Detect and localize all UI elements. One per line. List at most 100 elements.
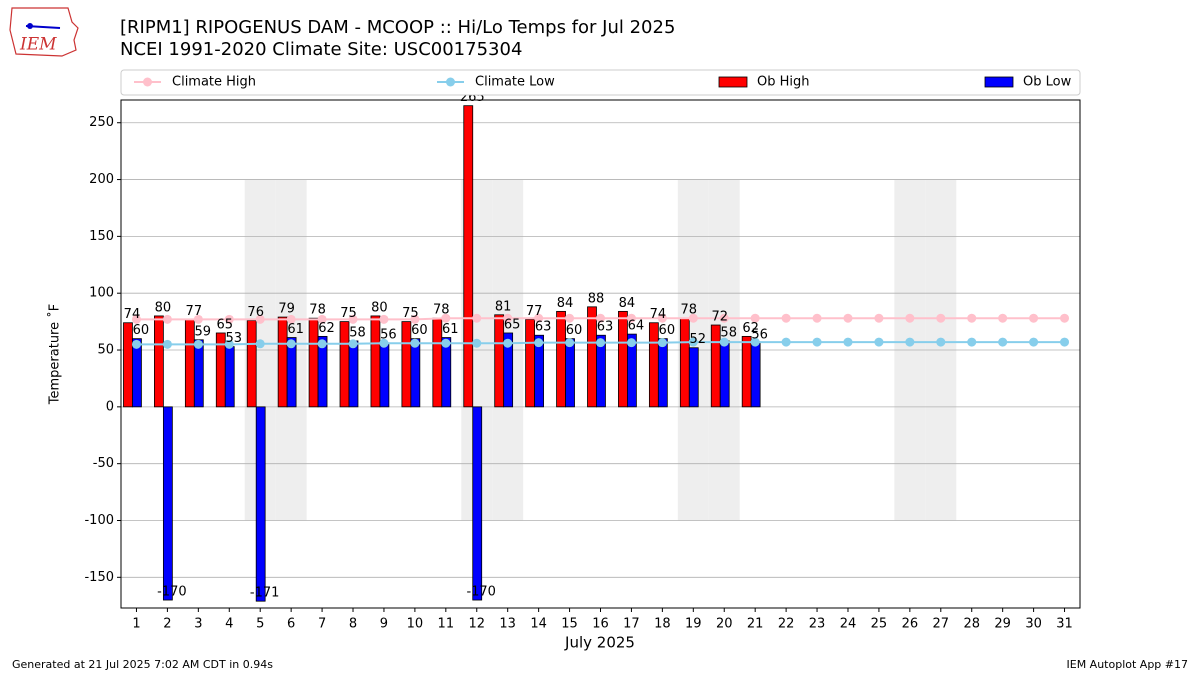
- footer-right: IEM Autoplot App #17: [1067, 658, 1189, 671]
- bar: [472, 406, 483, 601]
- data-label: -170: [157, 585, 187, 600]
- x-tick-label: 12: [468, 617, 485, 632]
- line-marker: [286, 339, 296, 349]
- line-marker: [967, 313, 977, 323]
- bar: [657, 338, 668, 408]
- line-marker: [317, 314, 327, 324]
- legend-label: Ob High: [757, 75, 810, 90]
- bar: [255, 406, 266, 602]
- line-marker: [317, 339, 327, 349]
- bar: [432, 317, 443, 408]
- line-marker: [162, 339, 172, 349]
- x-tick-label: 31: [1056, 617, 1073, 632]
- x-tick-label: 14: [530, 617, 547, 632]
- line-marker: [565, 313, 575, 323]
- line-marker: [131, 339, 141, 349]
- line-marker: [1060, 337, 1070, 347]
- data-label: 60: [659, 323, 676, 338]
- line-marker: [874, 313, 884, 323]
- line-marker: [657, 313, 667, 323]
- data-label: 76: [247, 305, 264, 320]
- line-marker: [874, 337, 884, 347]
- line-marker: [1060, 313, 1070, 323]
- plot-frame: [120, 99, 1081, 609]
- x-tick-label: 30: [1025, 617, 1042, 632]
- x-tick-label: 6: [287, 617, 295, 632]
- line-marker: [286, 314, 296, 324]
- y-axis-label: Temperature ˚F: [47, 304, 63, 405]
- data-label: 52: [689, 332, 706, 347]
- line-marker: [224, 314, 234, 324]
- chart-title: [RIPM1] RIPOGENUS DAM - MCOOP :: Hi/Lo T…: [120, 17, 675, 38]
- x-tick-label: 27: [933, 617, 950, 632]
- line-marker: [781, 313, 791, 323]
- data-label: 58: [349, 325, 366, 340]
- data-label: 56: [751, 328, 768, 343]
- legend-label: Ob Low: [1023, 75, 1072, 90]
- bar: [627, 333, 637, 408]
- x-tick-label: 20: [716, 617, 733, 632]
- data-label: 61: [442, 322, 459, 337]
- data-label: 72: [711, 310, 728, 325]
- line-marker: [812, 337, 822, 347]
- x-tick-label: 21: [747, 617, 764, 632]
- x-tick-label: 29: [994, 617, 1011, 632]
- data-label: 60: [133, 323, 150, 338]
- x-tick-label: 22: [778, 617, 795, 632]
- y-tick-label: 200: [89, 172, 114, 187]
- line-marker: [224, 339, 234, 349]
- line-marker: [379, 314, 389, 324]
- line-marker: [967, 337, 977, 347]
- line-marker: [626, 313, 636, 323]
- line-marker: [998, 313, 1008, 323]
- x-tick-label: 10: [407, 617, 424, 632]
- data-label: 65: [216, 317, 233, 332]
- y-tick-label: 150: [89, 229, 114, 244]
- line-marker: [348, 339, 358, 349]
- line-marker: [750, 337, 760, 347]
- bar: [132, 338, 142, 408]
- line-marker: [843, 337, 853, 347]
- data-label: 77: [186, 304, 203, 319]
- x-tick-label: 15: [561, 617, 578, 632]
- line-marker: [441, 338, 451, 348]
- bar: [286, 337, 297, 408]
- x-tick-label: 4: [225, 617, 233, 632]
- bar: [348, 340, 359, 408]
- bar: [494, 314, 505, 408]
- y-tick-label: 50: [97, 343, 114, 358]
- bar: [719, 340, 730, 408]
- data-label: 60: [411, 323, 428, 338]
- line-marker: [348, 314, 358, 324]
- bar: [556, 310, 566, 408]
- x-tick-label: 7: [318, 617, 326, 632]
- line-marker: [812, 313, 822, 323]
- x-tick-label: 18: [654, 617, 671, 632]
- data-label: 84: [557, 296, 574, 311]
- bar: [401, 321, 412, 408]
- line-marker: [534, 338, 544, 348]
- bar: [123, 322, 133, 408]
- x-tick-label: 24: [840, 617, 857, 632]
- bar: [688, 347, 699, 408]
- data-label: 80: [155, 300, 172, 315]
- logo-dot: [27, 23, 33, 29]
- data-label: 58: [720, 325, 737, 340]
- legend-marker: [143, 77, 152, 87]
- bar: [741, 335, 752, 408]
- bar: [317, 335, 328, 408]
- legend-marker: [446, 77, 455, 87]
- line-marker: [255, 314, 265, 324]
- line-marker: [565, 338, 575, 348]
- logo: IEM: [9, 7, 79, 57]
- line-marker: [379, 338, 389, 348]
- line-marker: [719, 337, 729, 347]
- line-marker: [626, 338, 636, 348]
- line-marker: [255, 339, 265, 349]
- line-marker: [534, 313, 544, 323]
- bar: [154, 315, 164, 408]
- line-marker: [472, 313, 482, 323]
- data-label: 65: [504, 317, 521, 332]
